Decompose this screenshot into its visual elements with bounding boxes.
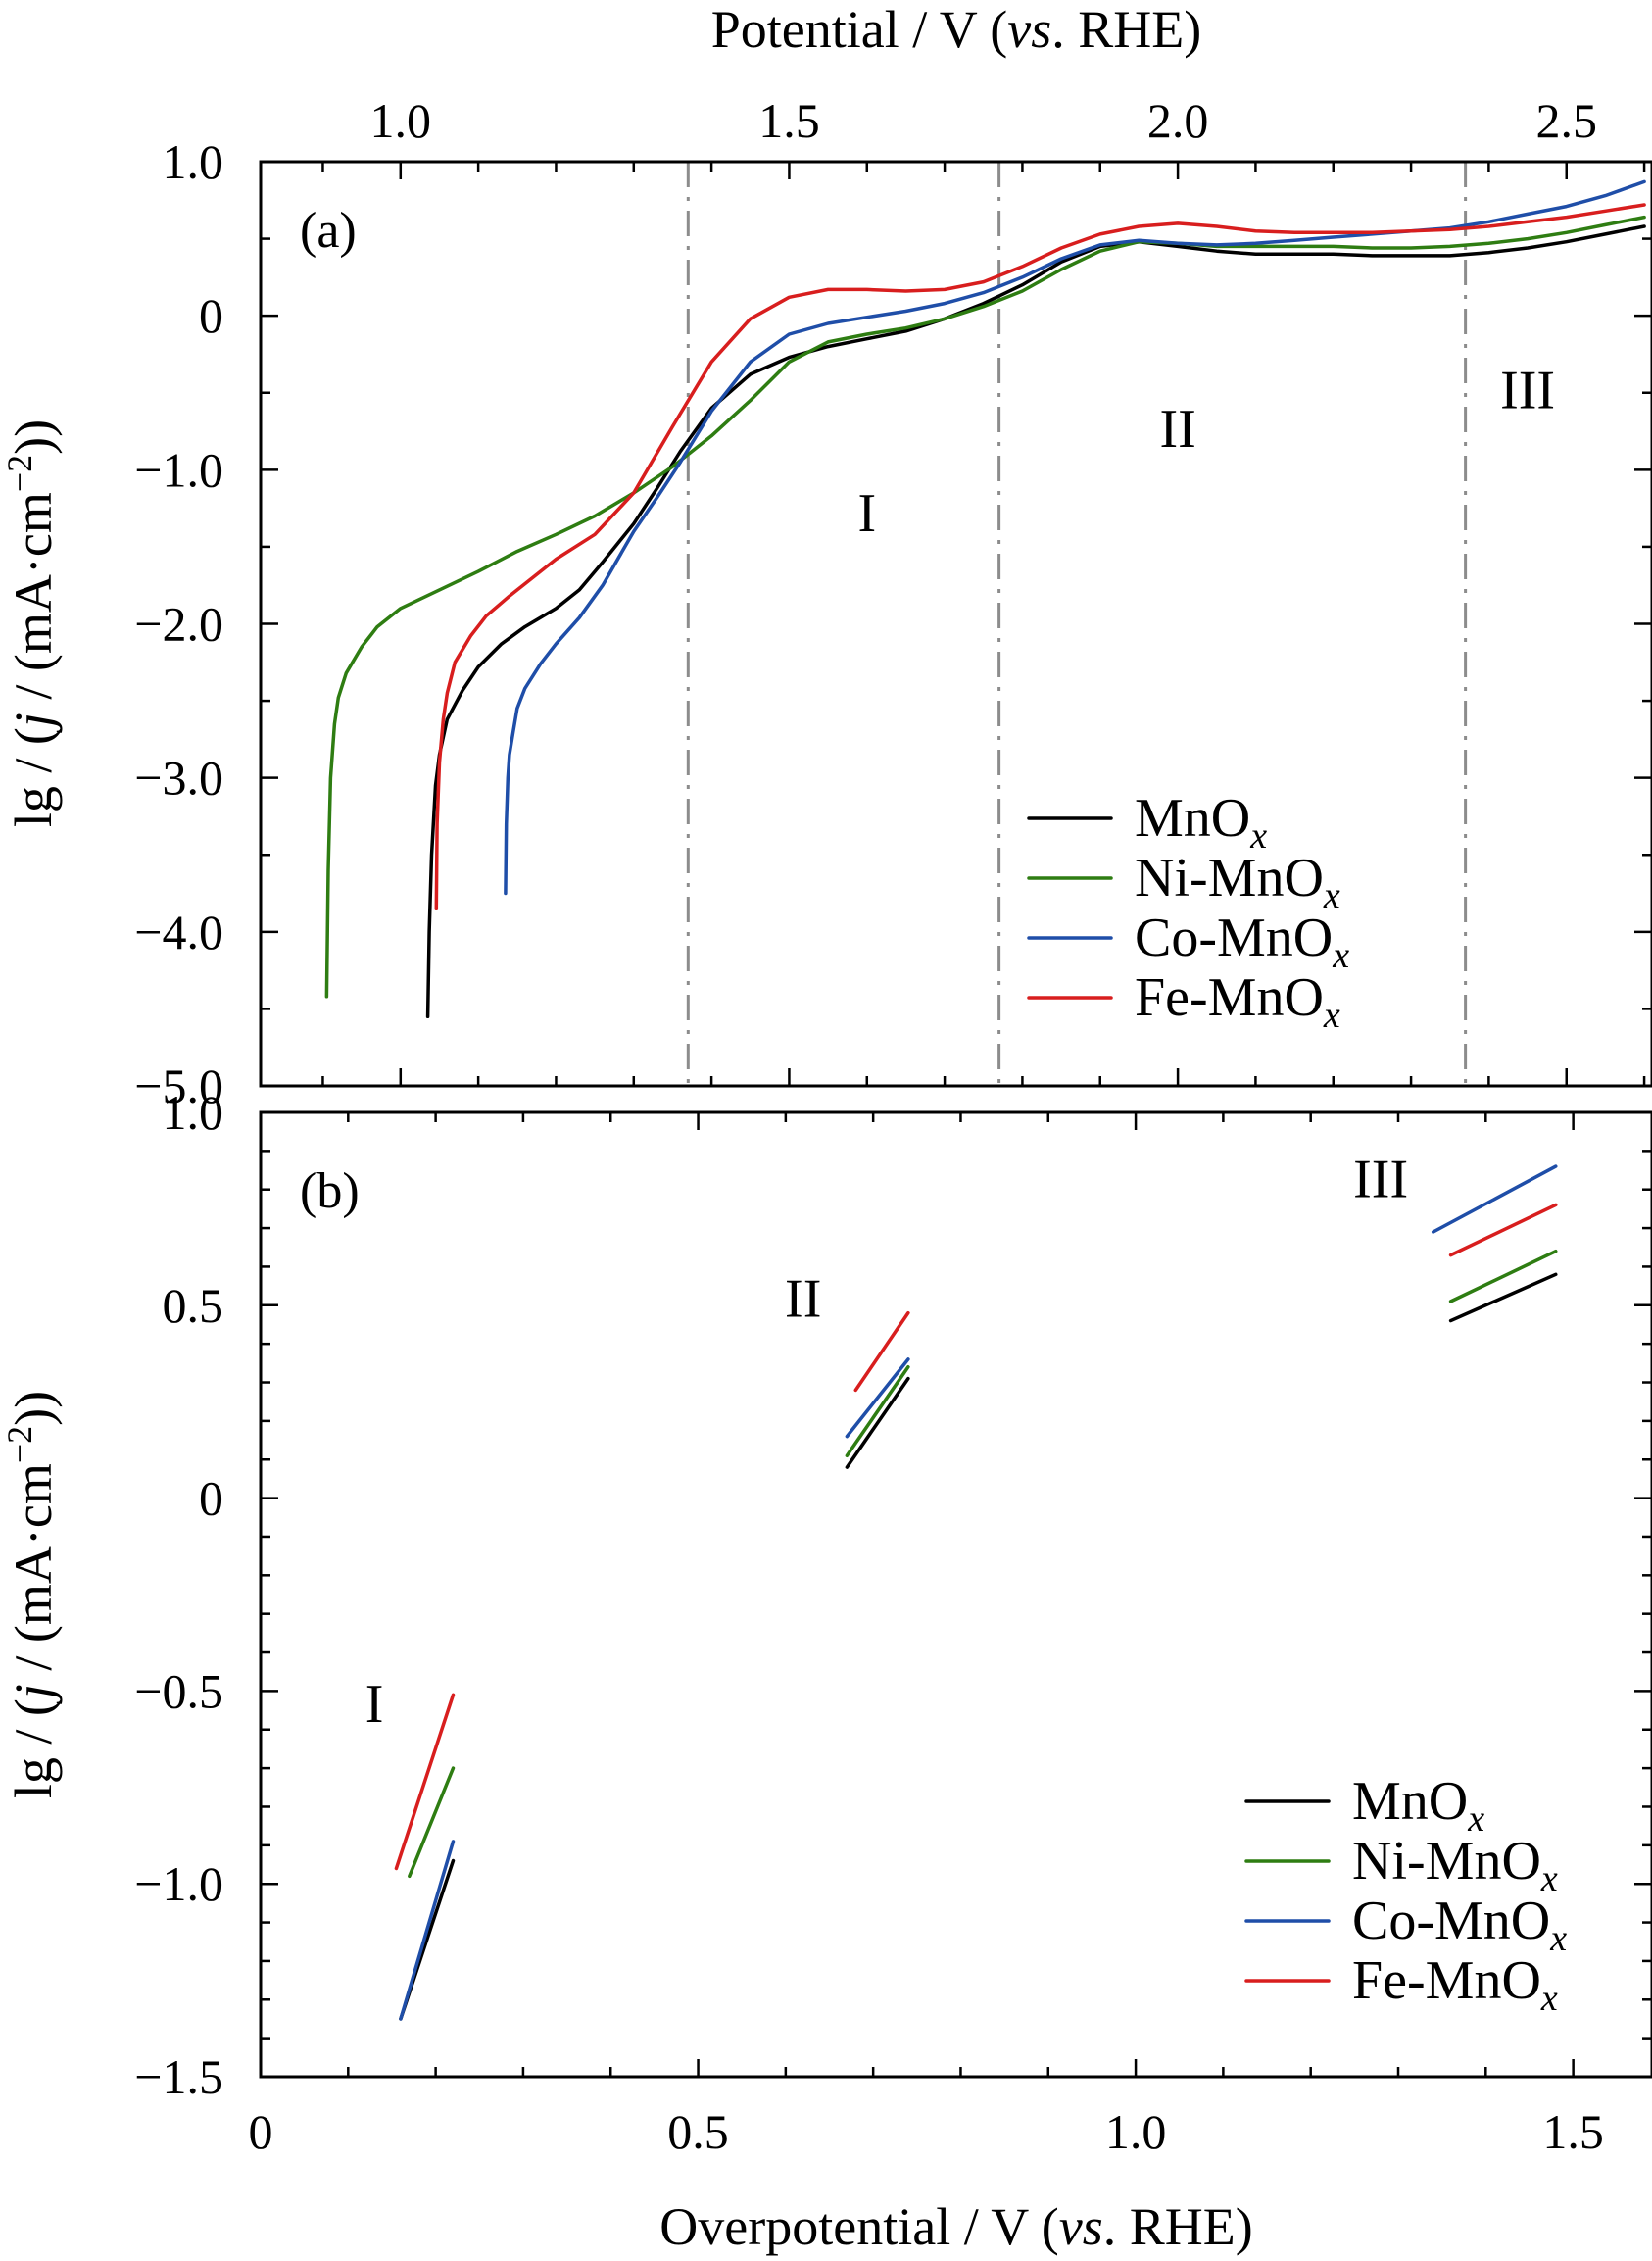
panel-a-tag: (a) xyxy=(300,203,357,259)
region-label-I: I xyxy=(365,1674,384,1735)
region-label-III: III xyxy=(1500,360,1555,420)
panel-a-region-lines xyxy=(686,162,1468,1086)
segment-co-mnox-3 xyxy=(1431,1164,1558,1234)
x-top-tick-label: 1.0 xyxy=(370,93,432,148)
segment-ni-mnox-2 xyxy=(845,1365,910,1458)
legend-label-mnox: MnOx xyxy=(1135,788,1267,857)
region-label-III: III xyxy=(1353,1150,1408,1210)
legend-label-fe-mnox: Fe-MnOx xyxy=(1352,1950,1558,2019)
x-tick-label: 1.5 xyxy=(1542,2104,1604,2159)
region-label-II: II xyxy=(1159,399,1195,460)
y-tick-label: −1.0 xyxy=(134,1856,223,1911)
y-tick-label: 1.0 xyxy=(163,1085,224,1140)
y-tick-label: −4.0 xyxy=(134,905,223,959)
y-tick-label: −5.0 xyxy=(134,1058,223,1113)
panel-a-ticks: 1.0 0 −1.0 −2.0 −3.0 −4.0 −5.0 1.0 1.5 2.0 2.5 xyxy=(134,93,1652,1113)
legend-label-co-mnox: Co-MnOx xyxy=(1135,908,1349,976)
panel-b-frame xyxy=(259,1110,1652,2079)
x-top-tick-label: 2.0 xyxy=(1147,93,1209,148)
panel-b-ticks: 1.0 0.5 0 −0.5 −1.0 −1.5 0 0.5 1.0 1.5 xyxy=(134,1085,1652,2159)
y-tick-label: 0 xyxy=(199,288,223,343)
y-tick-label: 1.0 xyxy=(163,134,224,189)
panel-b-tag: (b) xyxy=(300,1163,360,1219)
y-tick-label: −1.0 xyxy=(134,442,223,497)
panel-a-curves xyxy=(324,179,1646,1019)
legend-label-fe-mnox: Fe-MnOx xyxy=(1135,967,1340,1036)
y-tick-label: −2.0 xyxy=(134,597,223,652)
x-tick-label: 1.0 xyxy=(1105,2104,1167,2159)
series-line-mnox xyxy=(425,224,1646,1019)
segment-co-mnox-2 xyxy=(845,1357,910,1439)
panel-b-y-axis-title: lg / (j / (mA·cm−2)) xyxy=(0,1391,63,1798)
legend-label-co-mnox: Co-MnOx xyxy=(1352,1891,1567,1959)
panel-a-y-axis-title: lg / (j / (mA·cm−2)) xyxy=(0,419,63,827)
x-top-tick-label: 1.5 xyxy=(758,93,820,148)
x-tick-label: 0.5 xyxy=(667,2104,729,2159)
segment-co-mnox-1 xyxy=(399,1840,456,2021)
y-tick-label: −1.5 xyxy=(134,2049,223,2104)
x-top-tick-label: 2.5 xyxy=(1535,93,1597,148)
segment-fe-mnox-1 xyxy=(394,1693,456,1871)
region-label-I: I xyxy=(857,483,876,544)
segment-mnox-2 xyxy=(845,1376,910,1469)
series-line-fe-mnox xyxy=(434,203,1646,911)
y-tick-label: 0.5 xyxy=(163,1278,224,1333)
legend-label-ni-mnox: Ni-MnOx xyxy=(1135,848,1340,916)
segment-ni-mnox-1 xyxy=(408,1766,456,1879)
segment-fe-mnox-2 xyxy=(853,1310,910,1393)
panel-b-segments xyxy=(394,1164,1558,2021)
legend-label-mnox: MnOx xyxy=(1352,1771,1484,1840)
region-label-II: II xyxy=(785,1269,821,1330)
panel-b-x-axis-title: Overpotential / V (vs. RHE) xyxy=(659,2197,1252,2256)
y-tick-label: 0 xyxy=(199,1471,223,1526)
y-tick-label: −3.0 xyxy=(134,751,223,806)
y-tick-label: −0.5 xyxy=(134,1663,223,1718)
segment-fe-mnox-3 xyxy=(1448,1203,1558,1257)
segment-mnox-3 xyxy=(1448,1272,1558,1323)
series-line-ni-mnox xyxy=(324,215,1646,999)
x-tick-label: 0 xyxy=(249,2104,273,2159)
panel-b: 1.0 0.5 0 −0.5 −1.0 −1.5 0 0.5 1.0 1.5 Overpotent… xyxy=(0,1085,1652,2256)
series-line-co-mnox xyxy=(504,179,1646,896)
panel-a-top-axis-title: Potential / V (vs. RHE) xyxy=(711,0,1201,59)
segment-ni-mnox-3 xyxy=(1448,1249,1558,1303)
panel-a: 1.0 0 −1.0 −2.0 −3.0 −4.0 −5.0 1.0 1.5 2.0 2.5 Pot… xyxy=(0,0,1652,1113)
legend-label-ni-mnox: Ni-MnOx xyxy=(1352,1831,1558,1899)
